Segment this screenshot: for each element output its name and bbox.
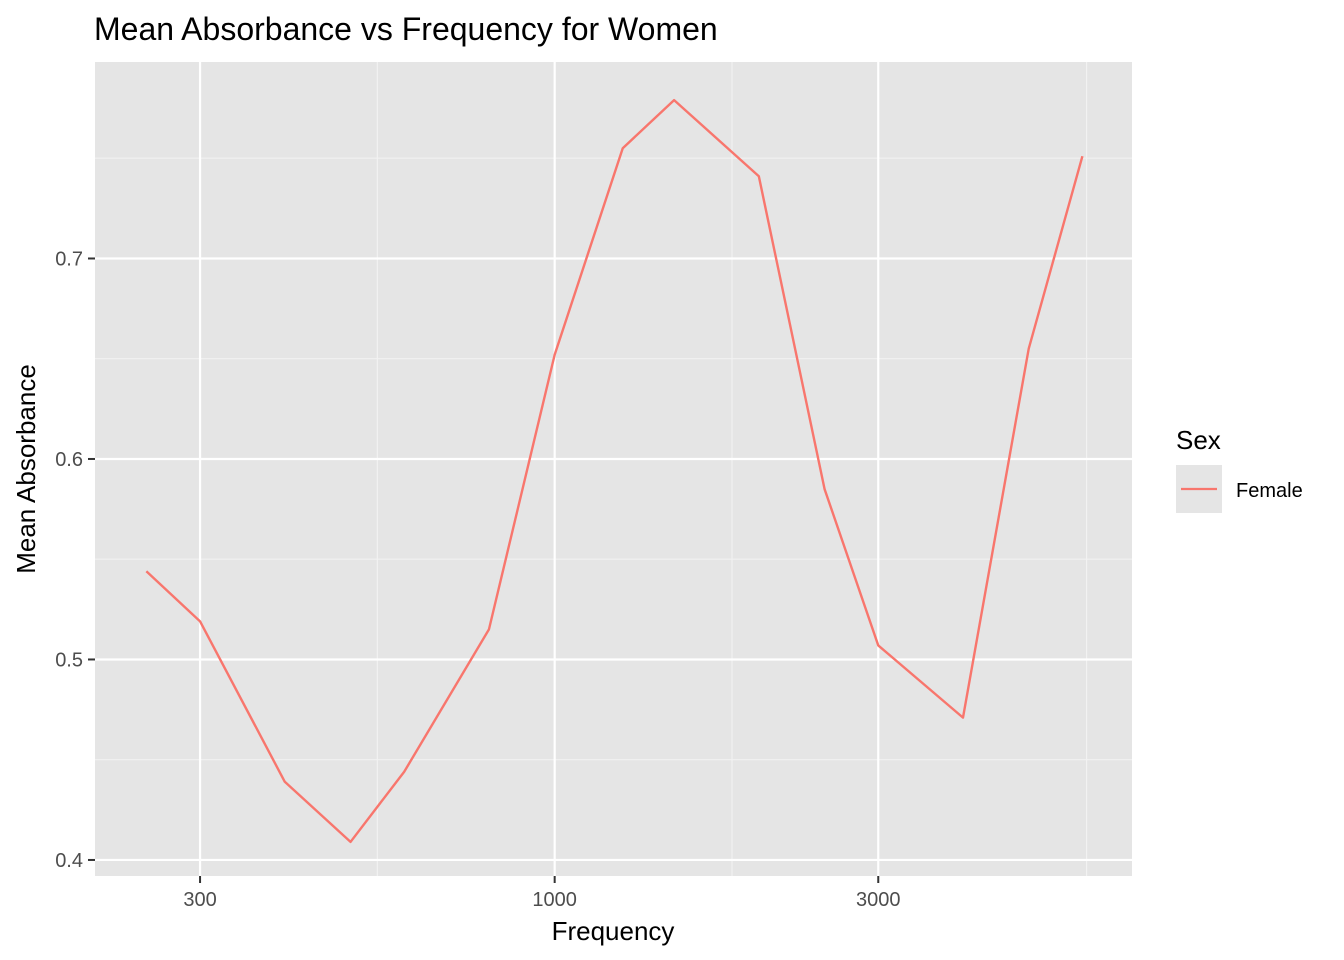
y-tick-label: 0.5 [55, 649, 83, 671]
series-layer [145, 98, 1084, 844]
grid-minor [95, 62, 1132, 876]
chart-title: Mean Absorbance vs Frequency for Women [94, 11, 718, 47]
x-tick-label: 1000 [532, 889, 577, 911]
y-axis-title: Mean Absorbance [11, 364, 41, 574]
legend-title: Sex [1176, 425, 1221, 455]
legend-label-female: Female [1236, 480, 1303, 502]
y-tick-label: 0.7 [55, 248, 83, 270]
y-tick-label: 0.4 [55, 850, 83, 872]
plot-panel [95, 62, 1132, 876]
y-tick-label: 0.6 [55, 449, 83, 471]
x-tick-label: 300 [183, 889, 216, 911]
x-tick-label: 3000 [856, 889, 901, 911]
series-line-female [145, 98, 1084, 844]
tick-labels: 300 1000 3000 0.4 0.5 0.6 0.7 [55, 248, 900, 911]
legend: Sex Female [1176, 425, 1303, 513]
x-axis-title: Frequency [552, 916, 675, 946]
axis-ticks [88, 257, 880, 883]
grid-major [95, 62, 1132, 876]
